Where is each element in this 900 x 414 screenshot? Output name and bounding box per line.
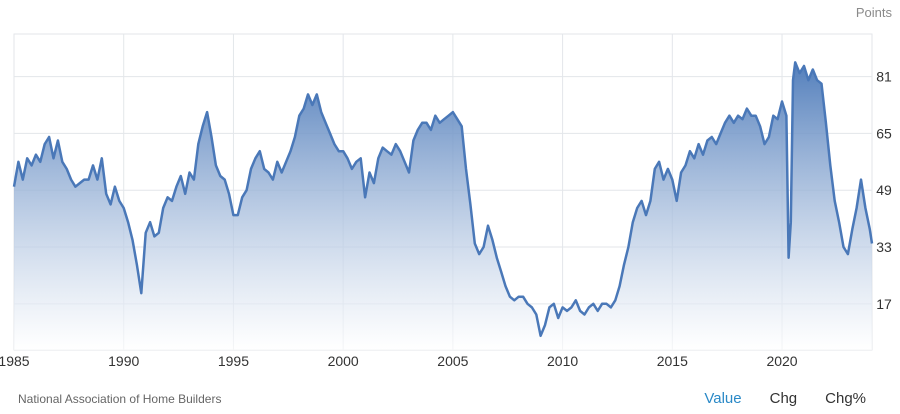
series-line (12, 61, 874, 338)
x-tick-label: 2020 (766, 353, 797, 369)
tab-chg-percent[interactable]: Chg% (825, 390, 866, 407)
x-tick-label: 1995 (218, 353, 249, 369)
unit-label: Points (855, 5, 892, 20)
y-axis: 17 33 49 65 81 (876, 69, 892, 312)
x-tick-label: 2005 (437, 353, 468, 369)
view-tabs: Value Chg Chg% (676, 390, 866, 407)
y-tick-label: 17 (876, 296, 892, 312)
x-tick-label: 2015 (657, 353, 688, 369)
x-tick-label: 2010 (547, 353, 578, 369)
tab-value[interactable]: Value (704, 390, 742, 407)
y-tick-label: 81 (876, 69, 892, 85)
y-tick-label: 49 (876, 182, 892, 198)
y-tick-label: 65 (876, 125, 892, 141)
x-tick-label: 1985 (0, 353, 30, 369)
area-series (12, 61, 874, 351)
area-fill (14, 62, 872, 351)
x-tick-label: 1990 (108, 353, 139, 369)
source-label: National Association of Home Builders (18, 392, 222, 406)
y-tick-label: 33 (876, 239, 892, 255)
x-axis: 1985 1990 1995 2000 2005 2010 2015 2020 (0, 353, 798, 369)
x-tick-label: 2000 (328, 353, 359, 369)
tab-chg[interactable]: Chg (769, 390, 798, 407)
